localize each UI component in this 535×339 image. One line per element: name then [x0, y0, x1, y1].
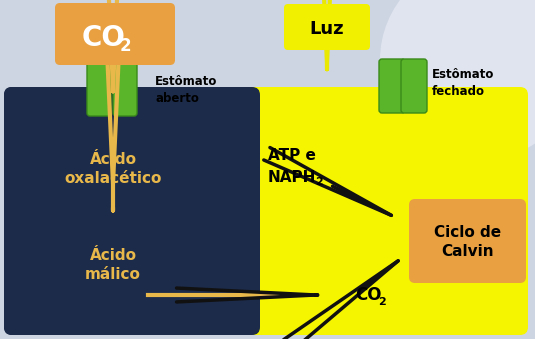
FancyBboxPatch shape — [113, 62, 137, 116]
Ellipse shape — [380, 0, 535, 160]
FancyBboxPatch shape — [87, 62, 111, 116]
FancyBboxPatch shape — [4, 87, 263, 335]
FancyBboxPatch shape — [379, 59, 405, 113]
Text: 2: 2 — [315, 177, 323, 187]
FancyBboxPatch shape — [284, 4, 370, 50]
Text: CO: CO — [355, 286, 381, 304]
Text: 2: 2 — [120, 37, 132, 55]
Text: Ciclo de
Calvin: Ciclo de Calvin — [434, 225, 502, 259]
Text: 2: 2 — [378, 297, 386, 307]
FancyBboxPatch shape — [4, 87, 260, 335]
Text: Estômato
aberto: Estômato aberto — [155, 75, 217, 105]
FancyBboxPatch shape — [55, 3, 175, 65]
Text: CO: CO — [82, 24, 126, 52]
Text: NAPH: NAPH — [268, 170, 316, 185]
Text: ATP e: ATP e — [268, 148, 316, 163]
Text: Ácido
málico: Ácido málico — [85, 248, 141, 282]
Text: Estômato
fechado: Estômato fechado — [432, 68, 494, 98]
Text: Luz: Luz — [310, 20, 345, 38]
FancyBboxPatch shape — [222, 87, 528, 335]
FancyBboxPatch shape — [401, 59, 427, 113]
FancyBboxPatch shape — [409, 199, 526, 283]
Text: Ácido
oxalacético: Ácido oxalacético — [64, 152, 162, 185]
